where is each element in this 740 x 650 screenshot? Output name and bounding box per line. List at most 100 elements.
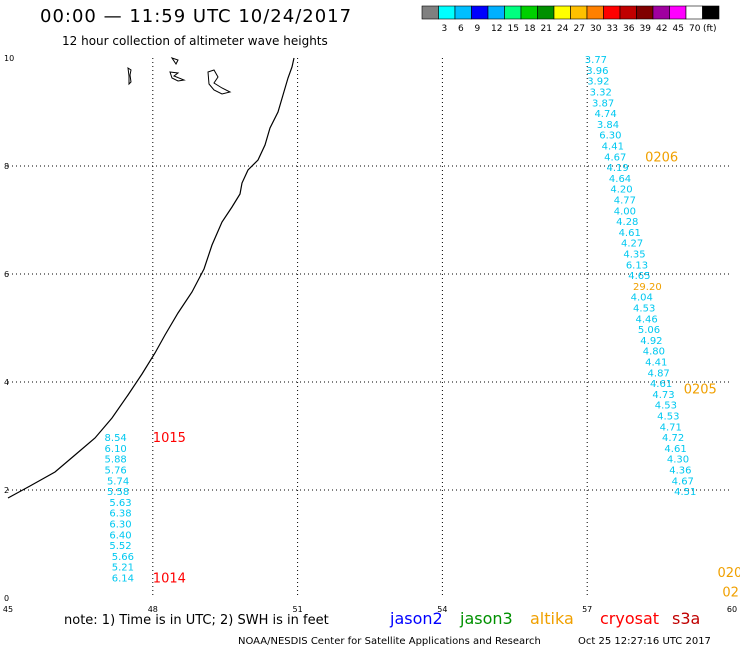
wave-height-value: 6.10 [105,444,127,455]
wave-height-value: 6.30 [109,519,131,530]
scale-swatch [553,5,571,20]
scale-tick-label: 21 [541,24,552,34]
wave-height-value: 4.00 [614,206,636,217]
wave-height-value: 4.36 [669,465,691,476]
scale-tick-label: 24 [557,24,569,34]
scale-tick-label: 30 [590,24,602,34]
map-subtitle: 12 hour collection of altimeter wave hei… [62,34,328,48]
coastline [7,57,295,499]
wave-height-value: 3.92 [587,77,609,88]
x-tick-label: 54 [437,605,447,614]
y-tick-label: 10 [4,54,14,63]
wave-height-value: 4.77 [614,195,636,206]
wave-height-value: 3.84 [597,120,619,131]
x-tick-label: 51 [293,605,303,614]
wave-height-value: 4.65 [628,271,650,282]
wave-height-value: 5.76 [105,465,127,476]
scale-swatch [504,5,522,20]
wave-height-value: 4.67 [672,476,694,487]
island-shape [169,57,186,82]
scale-tick-label: 15 [508,24,519,34]
scale-tick-label: 27 [574,24,585,34]
scale-swatch [438,5,456,20]
wave-height-value: 4.35 [623,249,645,260]
wave-height-value: 4.61 [664,444,686,455]
wave-height-value: 5.58 [107,487,129,498]
legend-altika: altika [530,609,574,628]
track-id-label: 020 [718,566,740,581]
wave-height-value: 4.74 [594,109,616,120]
x-tick-label: 60 [727,605,737,614]
x-tick-label: 57 [582,605,592,614]
footer-note: note: 1) Time is in UTC; 2) SWH is in fe… [64,613,329,628]
wave-height-value: 4.87 [648,368,670,379]
scale-unit-label: (ft) [703,24,717,34]
y-tick-label: 0 [4,594,9,603]
wave-height-value: 4.64 [609,174,631,185]
wave-height-value: 6.30 [599,131,621,142]
wave-height-value: 4.41 [645,357,667,368]
wave-height-value: 6.14 [112,573,134,584]
scale-swatch [487,5,505,20]
scale-swatch [685,5,703,20]
legend-jason2: jason2 [390,609,443,628]
legend-jason3: jason3 [460,609,513,628]
wave-height-value: 4.53 [655,401,677,412]
wave-height-value: 5.06 [638,325,660,336]
map-title: 00:00 — 11:59 UTC 10/24/2017 [40,6,353,27]
wave-height-value: 6.38 [109,509,131,520]
wave-height-value: 4.51 [674,487,696,498]
scale-tick-label: 6 [458,24,464,34]
wave-height-value: 4.80 [643,347,665,358]
wave-height-value: 4.19 [607,163,629,174]
wave-height-value: 4.41 [602,141,624,152]
wave-height-value: 5.66 [112,552,134,563]
scale-tick-label: 45 [673,24,684,34]
wave-height-value: 4.30 [667,455,689,466]
credit-text: NOAA/NESDIS Center for Satellite Applica… [238,636,541,647]
scale-swatch [652,5,670,20]
scale-swatch [669,5,687,20]
y-tick-label: 2 [4,486,9,495]
scale-swatch [603,5,621,20]
wave-height-value: 3.87 [592,98,614,109]
y-tick-label: 8 [4,162,9,171]
wave-height-value: 5.88 [105,455,127,466]
track-id-label: 0205 [684,382,717,397]
y-tick-label: 4 [4,378,9,387]
wave-height-value: 4.71 [660,422,682,433]
track-id-label: 1014 [153,571,186,586]
wave-height-value: 4.61 [619,228,641,239]
legend-s3a: s3a [672,609,701,628]
scale-swatch [520,5,538,20]
track-id-label: 02 [722,586,739,601]
wave-height-value: 29.20 [633,282,662,293]
wave-height-value: 4.61 [650,379,672,390]
scale-swatch [636,5,654,20]
wave-height-value: 4.73 [652,390,674,401]
wave-height-value: 4.46 [635,314,657,325]
scale-swatch [471,5,489,20]
scale-swatch [619,5,637,20]
scale-swatch [702,5,720,20]
wave-height-readings: 8.546.105.885.765.745.585.636.386.306.40… [105,55,697,584]
scale-swatch [454,5,472,20]
timestamp-text: Oct 25 12:27:16 UTC 2017 [578,636,711,647]
wave-height-value: 4.53 [633,303,655,314]
wave-height-value: 4.27 [621,239,643,250]
coastline-path [7,57,295,499]
wave-height-value: 3.77 [585,55,607,66]
scale-swatch [570,5,588,20]
wave-height-value: 4.92 [640,336,662,347]
scale-swatch [421,5,439,20]
wave-height-value: 4.20 [610,185,632,196]
scale-tick-label: 36 [623,24,635,34]
scale-swatch [537,5,555,20]
legend-cryosat: cryosat [600,609,660,628]
scale-tick-label: 39 [640,24,652,34]
wave-height-value: 6.40 [109,530,131,541]
color-scale-legend: 3 6 9 12 15 18 21 24 27 30 33 36 39 42 45 70 (ft) [421,5,720,34]
track-labels: 1015 1014 0206 0205 020 02 [153,150,740,600]
